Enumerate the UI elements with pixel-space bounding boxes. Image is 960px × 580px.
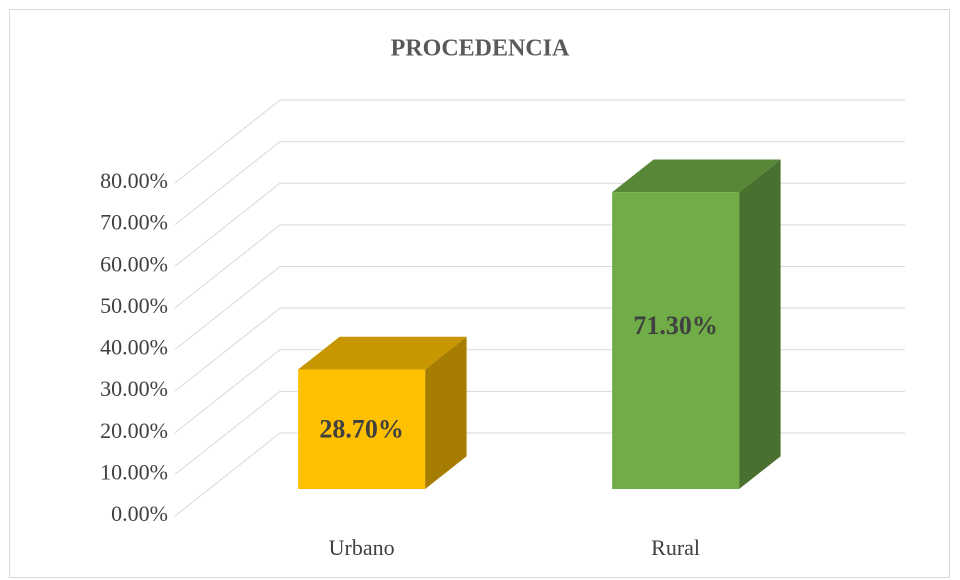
x-tick-label: Urbano [329,535,395,560]
bar [612,192,740,490]
y-tick-label: 30.00% [100,376,168,401]
y-tick-label: 20.00% [100,418,168,443]
grid-line [174,141,905,226]
y-tick-label: 70.00% [100,210,168,235]
bar [298,369,426,490]
bar-top [612,159,781,193]
data-label: 28.70% [319,414,404,443]
y-tick-label: 50.00% [100,293,168,318]
y-tick-label: 60.00% [100,251,168,276]
y-tick-label: 0.00% [111,501,168,526]
grid-line [174,99,905,184]
chart-title: PROCEDENCIA [391,36,570,62]
bar-side [425,336,467,490]
y-tick-label: 40.00% [100,335,168,360]
bar-side [739,159,781,490]
data-label: 71.30% [633,311,718,340]
x-tick-label: Rural [651,535,700,560]
y-tick-label: 10.00% [100,459,168,484]
chart-border [9,9,950,578]
y-tick-label: 80.00% [100,168,168,193]
bar-top [298,336,467,370]
